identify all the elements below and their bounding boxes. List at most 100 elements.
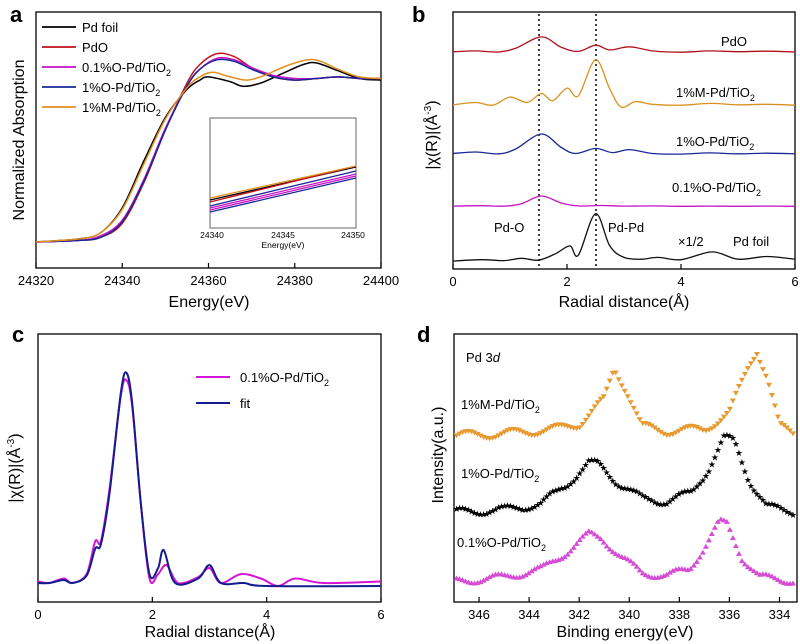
panel-d-point-1-o-pd-tio2: ★ [708,460,716,470]
panel-d-ylabel: Intensity(a.u.) [430,407,447,504]
panel-c-xlabel: Radial distance(Å) [145,622,276,641]
panel-d-point-1-m-pd-tio2 [492,434,499,440]
panel-d-point-1-o-pd-tio2: ★ [663,499,671,509]
panel-a-inset-lines [209,165,357,213]
panel-d-point-1-o-pd-tio2: ★ [543,491,551,501]
panel-d-point-0-1-o-pd-tio2 [699,549,706,555]
panel-d-point-1-o-pd-tio2: ★ [476,510,484,520]
panel-c-x-ticks: 0 2 4 6 [34,597,385,622]
panel-d-point-0-1-o-pd-tio2 [768,573,775,579]
panel-d-point-1-m-pd-tio2 [729,398,736,404]
panel-d-point-1-o-pd-tio2: ★ [711,452,719,462]
panel-d-point-1-m-pd-tio2 [705,427,712,433]
panel-d-point-1-o-pd-tio2: ★ [654,499,662,509]
panel-d-point-1-o-pd-tio2: ★ [549,487,557,497]
inset-tick-0: 24340 [200,230,224,240]
panel-d-point-1-o-pd-tio2: ★ [789,510,797,520]
panel-d-point-1-m-pd-tio2 [768,392,775,398]
panel-d-frame [453,333,798,603]
panel-d-point-0-1-o-pd-tio2 [576,537,583,543]
panel-b-annotation-pd-pd: Pd-Pd [608,220,644,235]
panel-a-x-tick-label-2: 24360 [190,273,226,288]
panel-d-point-1-m-pd-tio2 [645,422,652,428]
panel-d-point-1-m-pd-tio2 [621,388,628,394]
panel-d-point-1-o-pd-tio2: ★ [531,502,539,512]
panel-d-point-1-o-pd-tio2: ★ [651,497,659,507]
panel-d-point-0-1-o-pd-tio2 [531,566,538,572]
panel-d-point-1-o-pd-tio2: ★ [510,502,518,512]
panel-b-x-tick-label-0: 0 [449,274,456,289]
panel-d-point-1-o-pd-tio2: ★ [582,460,590,470]
panel-d-point-0-1-o-pd-tio2 [561,554,568,560]
panel-d-point-1-m-pd-tio2 [627,400,634,406]
panel-d-x-tick-label-6: 334 [769,607,791,622]
panel-d-point-1-m-pd-tio2 [516,428,523,434]
panel-a-inset-ticks: 24340 24345 24350 Energy(eV) [200,230,365,250]
panel-d-point-1-o-pd-tio2: ★ [537,498,545,508]
panel-d-point-1-o-pd-tio2: ★ [723,430,731,440]
panel-d-point-0-1-o-pd-tio2 [693,558,700,564]
panel-c-series-lines [37,371,382,588]
panel-d-point-1-o-pd-tio2: ★ [675,489,683,499]
panel-a-legend-pd-foil: Pd foil [82,20,118,35]
panel-d-point-1-m-pd-tio2 [747,361,754,367]
panel-d-point-1-o-pd-tio2: ★ [492,504,500,514]
panel-d-point-1-m-pd-tio2 [711,424,718,430]
panel-d-point-0-1-o-pd-tio2 [765,572,772,578]
panel-d-point-1-o-pd-tio2: ★ [660,499,668,509]
panel-d-point-1-o-pd-tio2: ★ [452,504,460,514]
panel-d-point-0-1-o-pd-tio2 [735,550,742,556]
panel-d-point-1-o-pd-tio2: ★ [729,433,737,443]
panel-d-point-0-1-o-pd-tio2 [603,543,610,549]
panel-b-x-ticks: 0 2 4 6 [449,264,799,289]
panel-d-point-1-o-pd-tio2: ★ [555,484,563,494]
panel-d-point-1-m-pd-tio2 [651,425,658,431]
panel-d-point-1-m-pd-tio2 [726,406,733,412]
panel-d-point-0-1-o-pd-tio2 [573,540,580,546]
panel-d-point-0-1-o-pd-tio2 [609,549,616,555]
panel-d-point-0-1-o-pd-tio2 [483,575,490,581]
panel-d-point-1-m-pd-tio2 [693,425,700,431]
panel-a-x-tick-label-3: 24380 [277,273,313,288]
panel-d-point-1-o-pd-tio2: ★ [642,492,650,502]
panel-d-point-1-o-pd-tio2: ★ [738,457,746,467]
panel-d-x-tick-label-2: 342 [568,607,590,622]
inset-line-01o-b [209,175,357,211]
panel-d-point-1-o-pd-tio2: ★ [612,480,620,490]
panel-d-point-0-1-o-pd-tio2 [615,552,622,558]
panel-d-point-1-m-pd-tio2 [498,431,505,437]
panel-d-point-1-o-pd-tio2: ★ [467,506,475,516]
panel-d-point-0-1-o-pd-tio2 [525,570,532,576]
panel-d-point-0-1-o-pd-tio2 [744,564,751,570]
panel-b-annotation-scale: ×1/2 [678,234,704,249]
panel-d-point-0-1-o-pd-tio2 [708,530,715,536]
inset-line-pdo [209,165,357,203]
panel-b-x-tick-label-1: 2 [563,274,570,289]
panel-d-point-0-1-o-pd-tio2 [630,560,637,566]
panel-d-point-1-m-pd-tio2 [597,396,604,402]
panel-a-legend-0-1-o-pd-tio: 0.1%O-Pd/TiO2 [82,60,171,78]
panel-d-point-1-o-pd-tio2: ★ [786,509,794,519]
panel-d-point-0-1-o-pd-tio2 [480,577,487,583]
panel-d-point-1-o-pd-tio2: ★ [522,505,530,515]
panel-d-point-1-m-pd-tio2 [714,421,721,427]
panel-d-point-1-m-pd-tio2 [576,425,583,431]
panel-b-label-pdo: PdO [721,34,747,49]
panel-d-point-0-1-o-pd-tio2 [696,554,703,560]
panel-d-point-1-o-pd-tio2: ★ [753,489,761,499]
panel-d-point-1-o-pd-tio2: ★ [741,466,749,476]
panel-d-point-0-1-o-pd-tio2 [714,518,721,524]
panel-d-point-0-1-o-pd-tio2 [606,546,613,552]
panel-d-point-1-o-pd-tio2: ★ [777,503,785,513]
panel-d-point-0-1-o-pd-tio2 [591,531,598,537]
panel-d-point-0-1-o-pd-tio2 [540,561,547,567]
panel-d-point-1-o-pd-tio2: ★ [597,459,605,469]
panel-d-point-1-m-pd-tio2 [543,427,550,433]
inset-tick-1: 24345 [271,230,295,240]
panel-a-inset-frame [209,117,357,229]
panel-d-point-0-1-o-pd-tio2 [519,573,526,579]
inset-line-1m [209,165,357,199]
panel-d-point-1-m-pd-tio2 [669,431,676,437]
panel-d-point-0-1-o-pd-tio2 [723,518,730,524]
panel-d-point-1-o-pd-tio2: ★ [747,481,755,491]
